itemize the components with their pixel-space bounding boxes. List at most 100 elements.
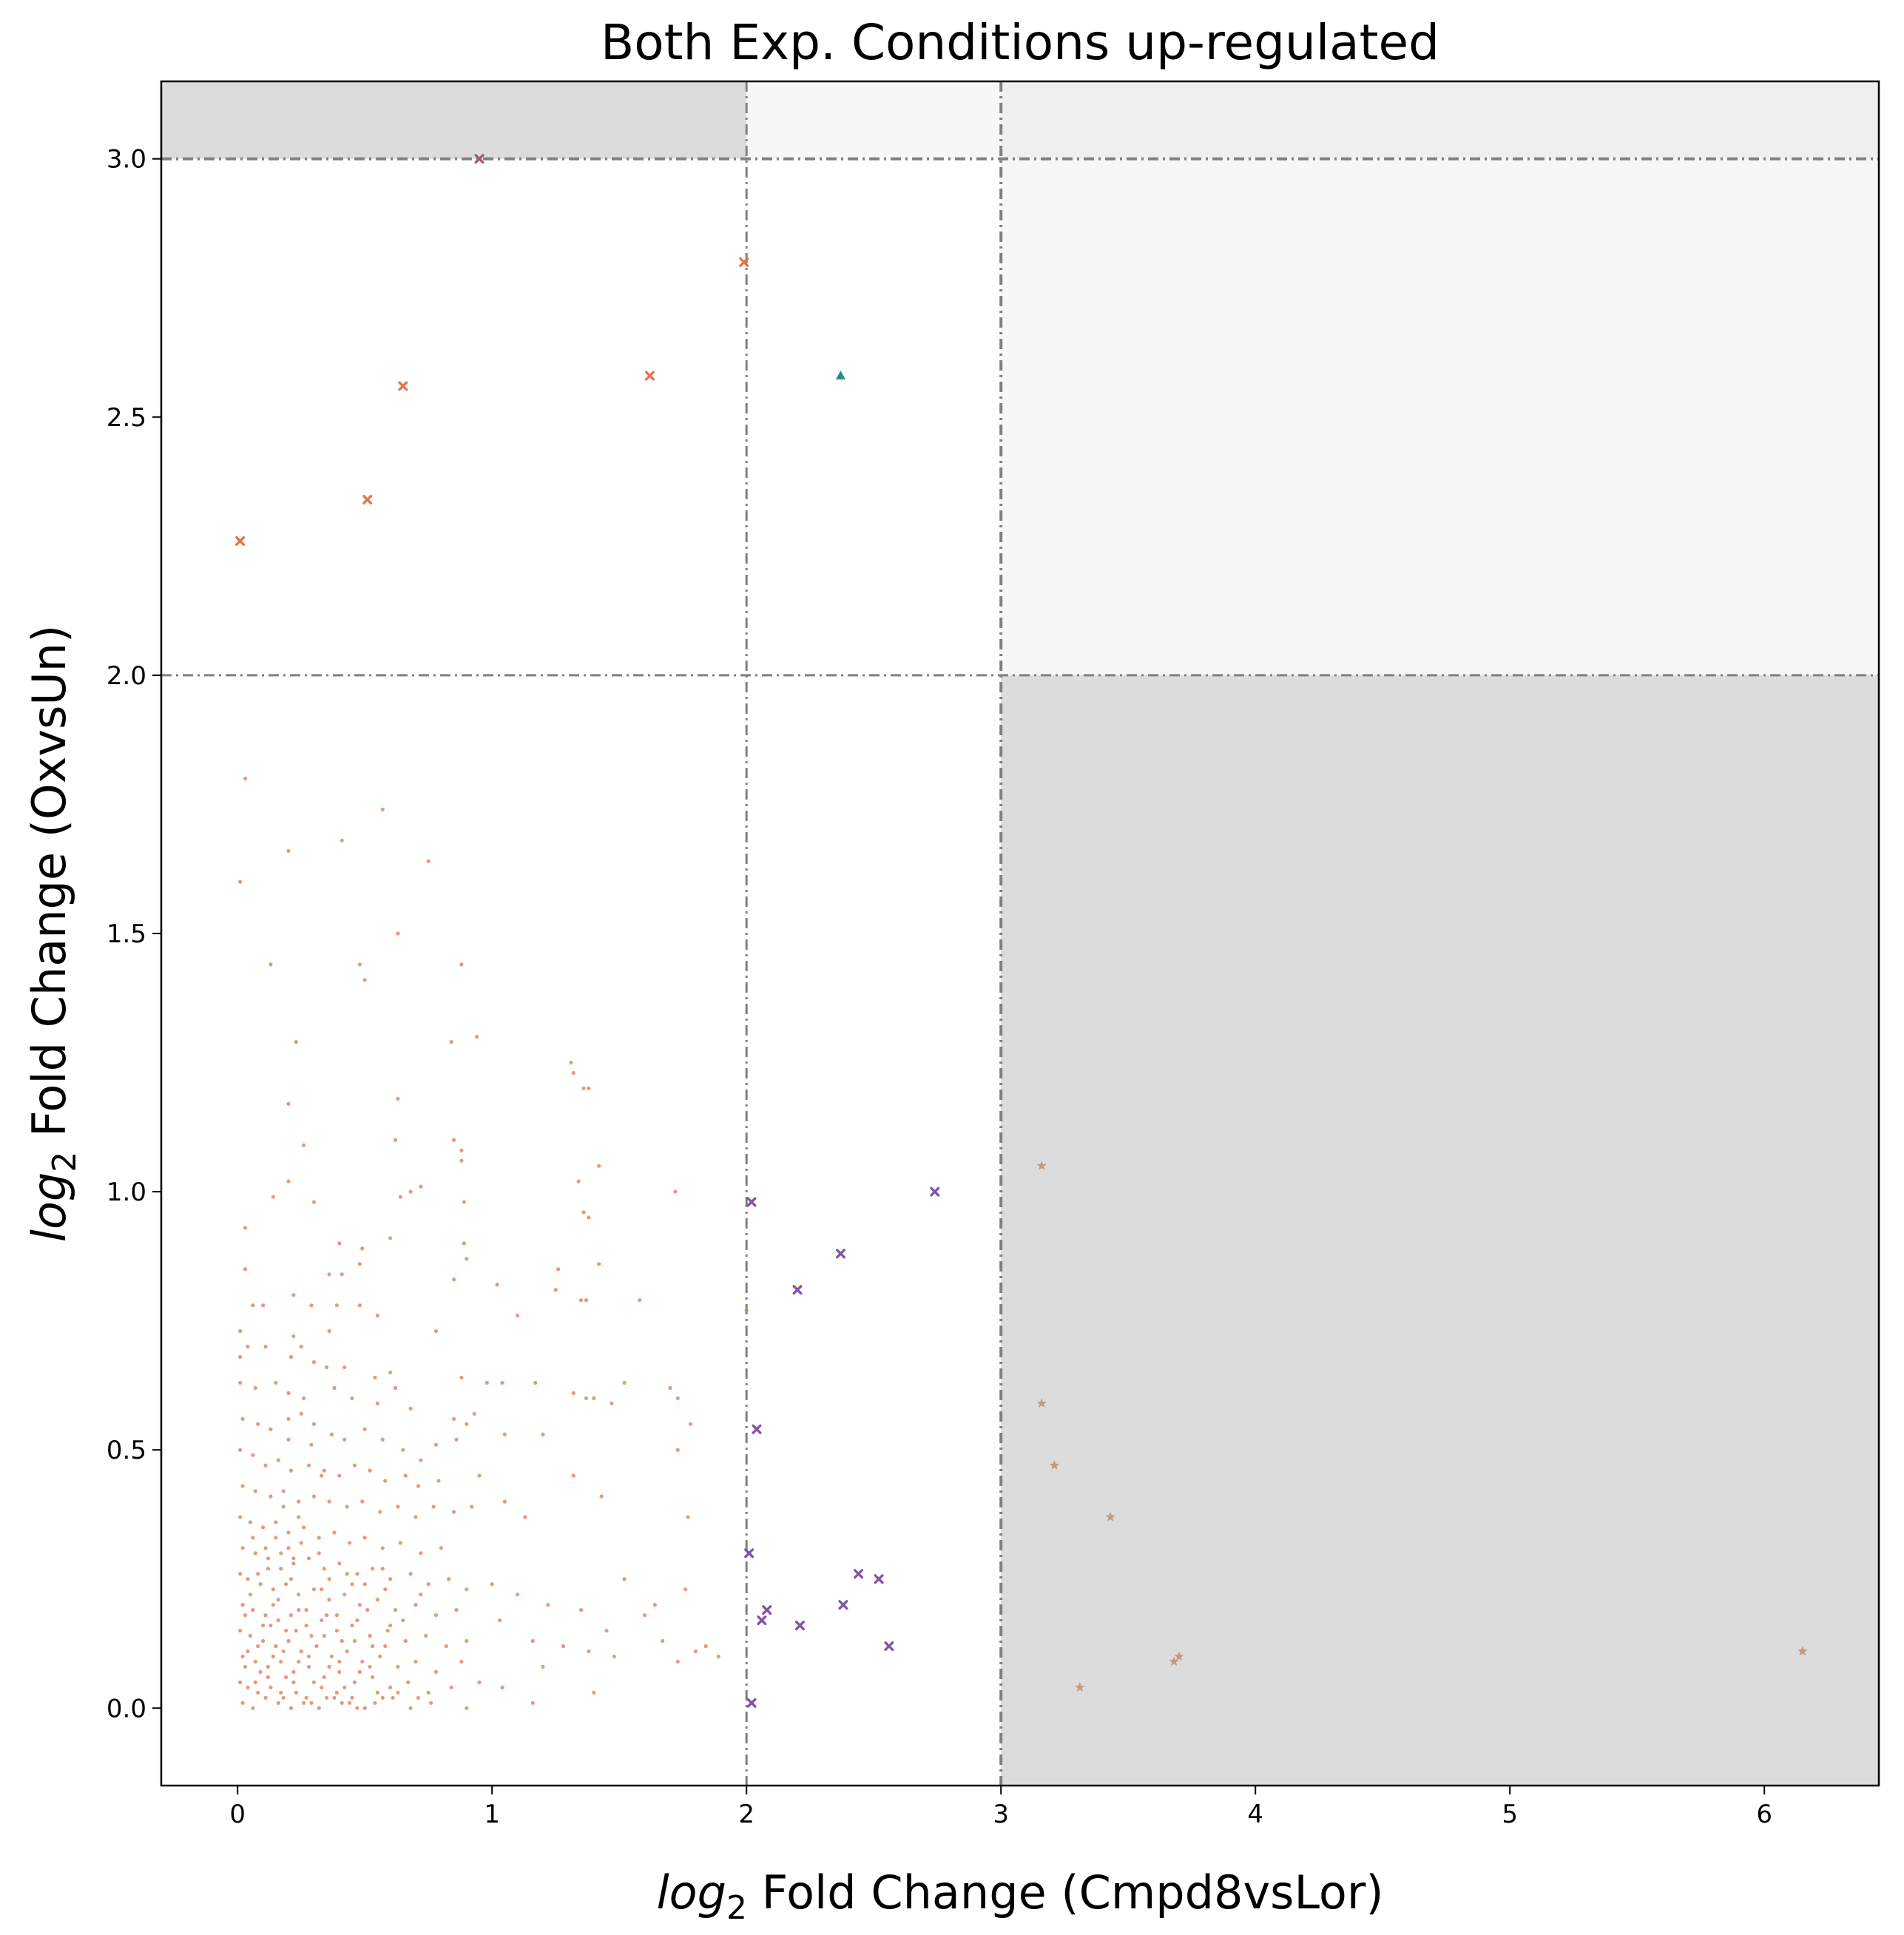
data-point [350,1695,354,1700]
data-point [238,1380,243,1385]
data-point [291,1669,296,1674]
data-point [452,1277,456,1282]
shaded-region [1001,158,1879,675]
data-point [327,1664,331,1669]
data-point [516,1593,520,1597]
data-point [263,1546,268,1550]
data-point [416,1695,421,1700]
data-point [269,1427,273,1431]
data-point [368,1664,372,1669]
x-axis-label: log2 Fold Change (Cmpd8vsLor) [656,1865,1383,1927]
data-point [337,1561,342,1566]
data-point [276,1598,280,1602]
data-point [644,371,655,381]
data-point [322,1675,326,1679]
data-point [291,1293,296,1297]
data-point [375,1314,379,1318]
data-point [375,1401,379,1405]
data-point [465,1257,469,1261]
data-point [472,1411,476,1416]
data-point [269,1685,273,1689]
data-point [835,370,845,379]
shaded-region [1001,81,1879,159]
data-point [357,962,362,967]
data-point [1174,1651,1184,1661]
data-point [306,1463,311,1468]
data-point [288,1354,294,1360]
data-point [357,1262,362,1266]
data-point [396,1664,400,1669]
data-point [246,1649,250,1654]
data-point [251,1706,255,1710]
data-point [752,1424,762,1434]
data-point [258,1669,263,1674]
y-tick-label: 2.5 [107,403,146,433]
data-point [286,1546,291,1550]
data-point [393,1385,398,1390]
data-point [652,1603,657,1607]
data-point [311,1360,316,1365]
data-point [579,1298,584,1303]
data-point [256,1644,260,1649]
data-point [533,1380,538,1385]
data-point [362,495,373,505]
data-point [599,1494,604,1499]
data-point [297,1515,301,1519]
data-point [288,1706,294,1710]
data-point [337,1473,342,1478]
data-point [746,1698,757,1708]
data-point [355,1618,359,1623]
data-point [309,1701,314,1705]
x-tick-label: 6 [1756,1800,1772,1829]
x-axis-label-log: log [656,1865,726,1919]
data-point [884,1641,894,1651]
data-point [419,1593,423,1597]
data-point [345,1505,349,1509]
data-point [436,1479,441,1483]
data-point [854,1569,864,1579]
data-point [459,1659,464,1664]
data-point [447,1577,451,1581]
data-point [288,1577,294,1581]
data-point [283,1628,288,1633]
data-point [597,1262,601,1266]
y-axis-label-log: log [22,1172,76,1243]
data-point [477,1473,482,1478]
data-point [238,1448,243,1452]
data-point [334,1303,339,1308]
data-point [462,1200,466,1204]
data-point [332,1695,337,1700]
data-point [274,1380,278,1385]
data-point [355,1706,359,1710]
data-point [571,1070,575,1075]
data-point [256,1422,260,1426]
y-tick-label: 0.0 [107,1694,146,1723]
data-point [452,1138,456,1142]
data-point [373,1375,377,1380]
data-point [248,1633,252,1638]
data-point [419,1184,423,1189]
data-point [391,1695,395,1700]
y-tick-label: 3.0 [107,145,146,175]
data-point [238,1572,243,1576]
data-point [406,1680,411,1684]
data-point [362,1536,367,1540]
data-point [661,1638,665,1644]
data-point [261,1303,266,1308]
data-point [426,1582,431,1587]
data-point [597,1164,601,1168]
data-point [373,1701,377,1705]
data-point [309,1442,314,1447]
data-point [352,1463,357,1468]
data-point [362,1706,367,1710]
data-point [322,1633,326,1638]
data-point [238,1515,243,1519]
data-point [388,1236,393,1240]
data-point [253,1385,257,1390]
data-point [251,1303,255,1308]
data-point [380,1567,385,1571]
data-point [350,1623,354,1628]
data-point [380,807,385,812]
data-point [283,1675,288,1679]
data-point [500,1380,504,1385]
